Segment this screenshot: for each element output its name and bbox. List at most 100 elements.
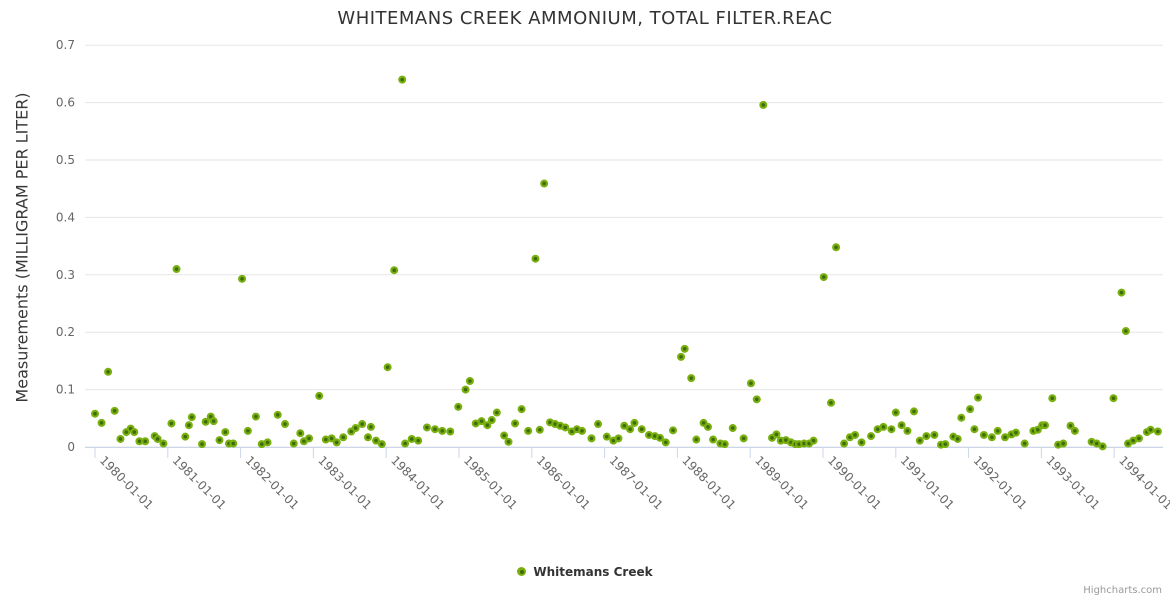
data-point[interactable] (827, 398, 836, 407)
data-point[interactable] (1098, 442, 1107, 451)
data-point[interactable] (401, 439, 410, 448)
data-point[interactable] (398, 75, 407, 84)
data-point[interactable] (953, 434, 962, 443)
data-point[interactable] (1059, 439, 1068, 448)
data-point[interactable] (289, 439, 298, 448)
data-point[interactable] (1109, 394, 1118, 403)
data-point[interactable] (540, 179, 549, 188)
data-point[interactable] (752, 395, 761, 404)
data-point[interactable] (561, 423, 570, 432)
data-point[interactable] (979, 430, 988, 439)
data-point[interactable] (181, 432, 190, 441)
data-point[interactable] (1134, 434, 1143, 443)
data-point[interactable] (422, 423, 431, 432)
data-point[interactable] (602, 432, 611, 441)
data-point[interactable] (238, 274, 247, 283)
data-point[interactable] (1121, 327, 1130, 336)
data-point[interactable] (680, 344, 689, 353)
data-point[interactable] (315, 391, 324, 400)
data-point[interactable] (772, 430, 781, 439)
data-point[interactable] (578, 426, 587, 435)
data-point[interactable] (332, 438, 341, 447)
data-point[interactable] (184, 421, 193, 430)
data-point[interactable] (296, 429, 305, 438)
data-point[interactable] (414, 436, 423, 445)
data-point[interactable] (851, 430, 860, 439)
data-point[interactable] (746, 379, 755, 388)
data-point[interactable] (897, 421, 906, 430)
data-point[interactable] (116, 434, 125, 443)
data-point[interactable] (709, 435, 718, 444)
data-point[interactable] (187, 413, 196, 422)
data-point[interactable] (720, 440, 729, 449)
data-point[interactable] (630, 418, 639, 427)
data-point[interactable] (1001, 433, 1009, 442)
data-point[interactable] (104, 367, 113, 376)
data-point[interactable] (454, 402, 463, 411)
data-point[interactable] (922, 432, 931, 441)
data-point[interactable] (637, 425, 646, 434)
data-point[interactable] (407, 434, 416, 443)
data-point[interactable] (153, 434, 162, 443)
data-point[interactable] (993, 426, 1002, 435)
data-point[interactable] (524, 426, 533, 435)
data-point[interactable] (594, 420, 603, 429)
data-point[interactable] (669, 426, 678, 435)
data-point[interactable] (957, 413, 966, 422)
data-point[interactable] (840, 439, 849, 448)
data-point[interactable] (535, 425, 544, 434)
data-point[interactable] (141, 437, 150, 446)
data-point[interactable] (887, 425, 896, 434)
data-point[interactable] (1020, 439, 1029, 448)
data-point[interactable] (438, 426, 447, 435)
data-point[interactable] (215, 436, 224, 445)
data-point[interactable] (1146, 425, 1155, 434)
data-point[interactable] (677, 352, 686, 361)
data-point[interactable] (587, 434, 596, 443)
data-point[interactable] (728, 424, 737, 433)
data-point[interactable] (465, 376, 474, 385)
data-point[interactable] (130, 428, 139, 437)
data-point[interactable] (626, 425, 635, 434)
data-point[interactable] (492, 408, 501, 417)
data-point[interactable] (390, 266, 399, 275)
data-point[interactable] (159, 439, 168, 448)
data-point[interactable] (970, 425, 979, 434)
data-point[interactable] (201, 417, 210, 426)
data-point[interactable] (366, 422, 375, 431)
data-point[interactable] (759, 100, 768, 109)
data-point[interactable] (1041, 421, 1050, 430)
data-point[interactable] (305, 434, 314, 443)
data-point[interactable] (1011, 428, 1020, 437)
data-point[interactable] (243, 426, 252, 435)
data-point[interactable] (974, 393, 983, 402)
data-point[interactable] (461, 385, 470, 394)
data-point[interactable] (531, 254, 540, 263)
data-point[interactable] (661, 438, 670, 447)
data-point[interactable] (655, 433, 664, 442)
data-point[interactable] (281, 420, 290, 429)
data-point[interactable] (110, 406, 119, 415)
data-point[interactable] (809, 436, 818, 445)
data-point[interactable] (91, 409, 99, 418)
data-point[interactable] (1070, 426, 1079, 435)
data-point[interactable] (1153, 427, 1162, 436)
data-point[interactable] (1048, 394, 1057, 403)
data-point[interactable] (221, 428, 230, 437)
data-point[interactable] (351, 424, 360, 433)
data-point[interactable] (614, 434, 623, 443)
data-point[interactable] (446, 427, 455, 436)
data-point[interactable] (891, 408, 900, 417)
data-point[interactable] (819, 273, 828, 282)
data-point[interactable] (364, 433, 372, 442)
data-point[interactable] (97, 418, 106, 427)
data-point[interactable] (135, 437, 144, 446)
data-point[interactable] (198, 440, 207, 449)
data-point[interactable] (377, 440, 386, 449)
data-point[interactable] (703, 422, 712, 431)
data-point[interactable] (263, 438, 272, 447)
data-point[interactable] (517, 405, 526, 414)
data-point[interactable] (339, 433, 348, 442)
highcharts-credit[interactable]: Highcharts.com (1083, 585, 1162, 596)
data-point[interactable] (172, 265, 181, 274)
